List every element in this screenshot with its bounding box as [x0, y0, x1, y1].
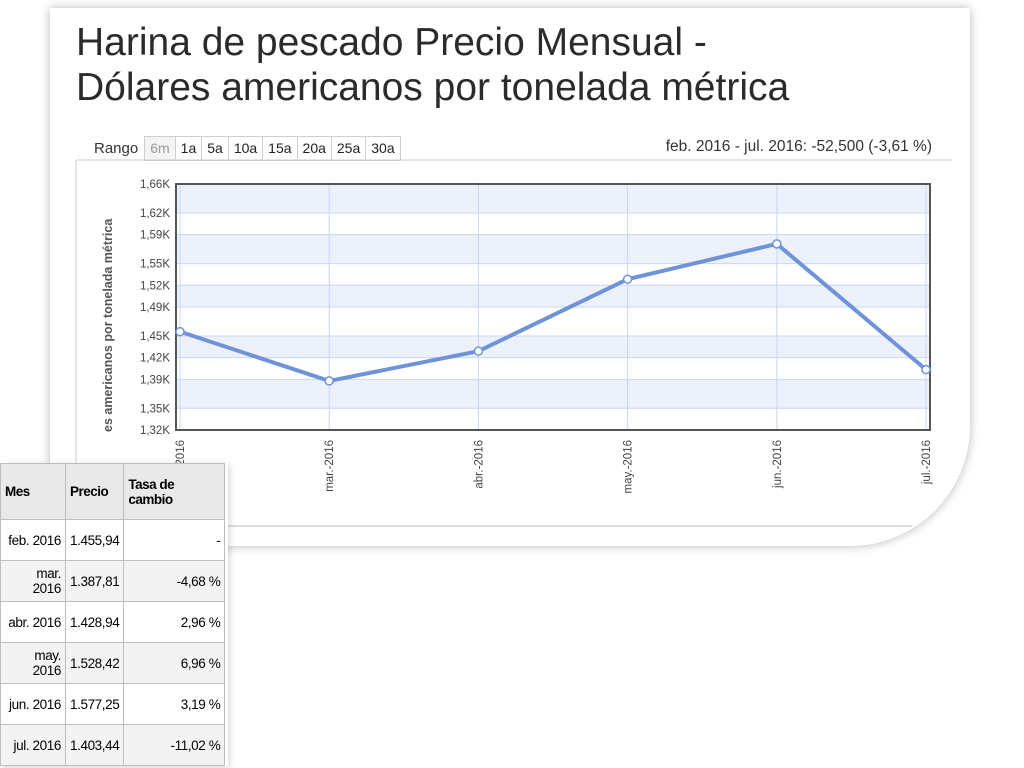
table-row: jun. 2016 1.577,25 3,19 % [0, 683, 226, 725]
plot-band [176, 285, 930, 307]
y-tick-label: 1,66K [140, 179, 170, 191]
cell-price: 1.528,42 [64, 642, 125, 684]
cell-price: 1.577,25 [64, 683, 125, 725]
y-axis-title: es americanos por tonelada métrica [101, 218, 115, 432]
x-tick-label: jun.-2016 [772, 440, 784, 489]
price-table-container: Mes Precio Tasa de cambio feb. 2016 1.45… [0, 463, 228, 766]
cell-month: jul. 2016 [0, 724, 66, 766]
cell-change: -4,68 % [123, 560, 226, 602]
range-selector: Rango 6m 1a 5a 10a 15a 20a 25a 30a [94, 136, 401, 161]
column-header-tasa: Tasa de cambio [123, 463, 226, 520]
table-row: mar. 2016 1.387,81 -4,68 % [0, 560, 226, 602]
range-button-1a[interactable]: 1a [174, 136, 202, 161]
range-button-5a[interactable]: 5a [201, 136, 228, 161]
chart-title-line2: Dólares americanos por tonelada métrica [76, 66, 790, 109]
y-tick-label: 1,39K [140, 374, 170, 386]
data-point [921, 364, 931, 375]
table-row: jul. 2016 1.403,44 -11,02 % [0, 724, 226, 766]
range-label: Rango [94, 140, 139, 157]
table-row: abr. 2016 1.428,94 2,96 % [0, 601, 226, 643]
cell-month: mar. 2016 [0, 560, 66, 602]
data-point [473, 346, 484, 356]
x-tick-label: jul.-2016 [921, 440, 933, 485]
data-point [175, 326, 185, 337]
y-tick-label: 1,59K [140, 230, 170, 242]
data-point [622, 274, 633, 284]
price-table: Mes Precio Tasa de cambio feb. 2016 1.45… [0, 463, 226, 766]
column-header-mes: Mes [0, 463, 66, 520]
table-row: feb. 2016 1.455,94 - [0, 519, 226, 561]
x-tick-label: may.-2016 [623, 440, 635, 493]
series-line [178, 241, 928, 383]
chart-card: Harina de pescado Precio Mensual - Dólar… [50, 8, 970, 546]
data-point [772, 239, 782, 249]
cell-change: 6,96 % [123, 642, 226, 684]
cell-price: 1.387,81 [64, 560, 125, 602]
cell-month: abr. 2016 [0, 601, 66, 643]
plot-border [175, 183, 931, 431]
y-tick-label: 1,62K [140, 208, 170, 220]
x-tick-label: mar.-2016 [324, 440, 336, 492]
table-header-row: Mes Precio Tasa de cambio [0, 463, 226, 520]
cell-price: 1.428,94 [64, 601, 125, 643]
plot-band [176, 234, 930, 264]
column-header-precio: Precio [64, 463, 125, 520]
data-point [324, 376, 334, 386]
x-tick-label: abr.-2016 [473, 440, 485, 489]
cell-price: 1.455,94 [64, 519, 125, 561]
plot-band [176, 335, 930, 358]
cell-month: jun. 2016 [0, 683, 66, 725]
cell-change: -11,02 % [123, 724, 226, 766]
cell-change: 2,96 % [123, 601, 226, 643]
y-tick-label: 1,45K [140, 331, 170, 343]
y-tick-label: 1,35K [140, 403, 170, 415]
range-button-25a[interactable]: 25a [330, 136, 366, 161]
table-row: may. 2016 1.528,42 6,96 % [0, 642, 226, 684]
cell-change: 3,19 % [123, 683, 226, 725]
cell-price: 1.403,44 [64, 724, 125, 766]
plot-band [176, 379, 930, 409]
range-button-15a[interactable]: 15a [262, 136, 297, 161]
cell-month: feb. 2016 [0, 519, 66, 561]
cell-month: may. 2016 [0, 642, 66, 684]
chart-title-line1: Harina de pescado Precio Mensual - [76, 21, 707, 64]
cell-change: - [123, 519, 226, 561]
change-summary: feb. 2016 - jul. 2016: -52,500 (-3,61 %) [665, 138, 932, 155]
range-button-20a[interactable]: 20a [296, 136, 331, 161]
x-tick-label: 2016 [175, 440, 187, 466]
range-button-10a[interactable]: 10a [227, 136, 263, 161]
y-tick-label: 1,32K [140, 425, 170, 437]
y-tick-label: 1,52K [140, 280, 170, 292]
y-tick-label: 1,55K [140, 259, 170, 271]
y-tick-label: 1,49K [140, 302, 170, 314]
plot-band [176, 184, 930, 213]
chart-title: Harina de pescado Precio Mensual - Dólar… [76, 20, 789, 110]
y-tick-label: 1,42K [140, 353, 170, 365]
range-button-6m[interactable]: 6m [144, 136, 175, 161]
range-button-30a[interactable]: 30a [365, 136, 401, 161]
